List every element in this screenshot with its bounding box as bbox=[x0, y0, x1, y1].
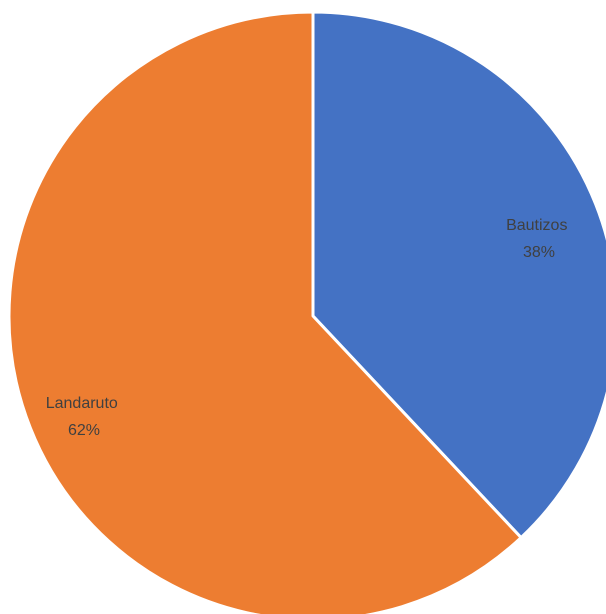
pie-labels: Bautizos 38% Landaruto 62% bbox=[46, 217, 572, 439]
slice-label-landaruto-name: Landaruto bbox=[46, 395, 118, 412]
slice-label-landaruto-percent: 62% bbox=[68, 422, 100, 439]
pie-slice-landaruto bbox=[7, 10, 523, 614]
pie-slice-bautizos bbox=[311, 10, 606, 540]
slice-label-landaruto: Landaruto 62% bbox=[46, 395, 123, 439]
slice-label-bautizos: Bautizos 38% bbox=[506, 217, 572, 261]
slice-label-bautizos-percent: 38% bbox=[523, 244, 555, 261]
pie-slices bbox=[7, 10, 606, 614]
slice-label-bautizos-name: Bautizos bbox=[506, 217, 567, 234]
